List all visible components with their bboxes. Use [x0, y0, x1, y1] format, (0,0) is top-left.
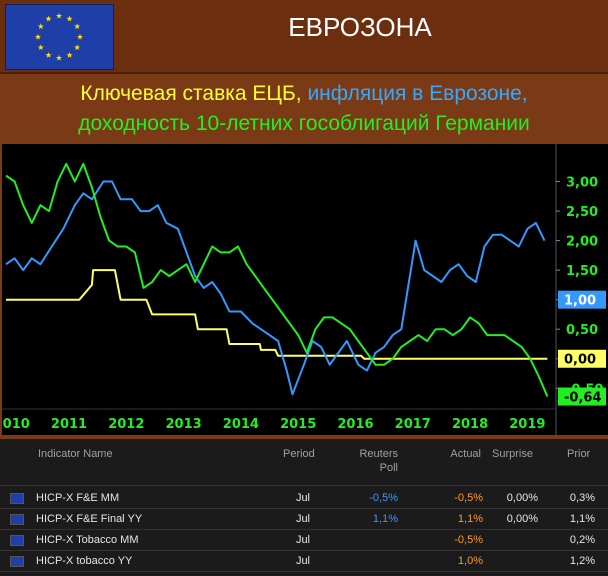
eu-star-icon — [55, 54, 63, 61]
cell-name: HICP-X tobacco YY — [36, 555, 133, 567]
series-line-bund — [5, 162, 549, 397]
series-line-inflation — [5, 180, 546, 396]
cell-prior: 1,1% — [569, 513, 595, 525]
table-row[interactable]: HICP-X F&E MM Jul -0,5% -0,5% 0,00% 0,3% — [0, 488, 608, 509]
cell-poll: -0,5% — [369, 492, 398, 504]
cell-period: Jul — [295, 513, 310, 525]
region-title: ЕВРОЗОНА — [288, 12, 432, 42]
header-reuters-poll: Reuters Poll — [354, 447, 398, 475]
eu-star-icon — [37, 44, 44, 51]
title-bund: доходность 10-летних гособлигаций Герман… — [78, 112, 530, 135]
eu-stars — [34, 12, 84, 61]
eu-flag-icon — [10, 556, 24, 567]
header-indicator-name: Indicator Name — [38, 448, 113, 460]
eu-star-icon — [34, 33, 42, 40]
cell-period: Jul — [295, 492, 310, 504]
eu-star-icon — [74, 44, 81, 51]
x-tick-label: 2015 — [280, 417, 316, 432]
row-divider — [0, 529, 608, 530]
last-value-badge-inflation — [558, 290, 606, 309]
x-tick-label: 2010 — [2, 417, 30, 432]
row-divider — [0, 571, 608, 572]
row-divider — [0, 508, 608, 509]
title-ecb: Ключевая ставка ЕЦБ, — [80, 82, 302, 105]
y-tick-label: 3,00 — [566, 176, 598, 191]
x-tick-label: 2014 — [223, 417, 259, 432]
cell-actual: 1,0% — [457, 555, 483, 567]
eu-star-icon — [66, 51, 73, 58]
eu-star-icon — [66, 15, 73, 22]
header-period: Period — [283, 448, 315, 460]
chart-area: 3,002,502,001,501,000,500,00-0,502010201… — [0, 144, 608, 435]
table-row[interactable]: HICP-X F&E Final YY Jul 1,1% 1,1% 0,00% 1,1% — [0, 509, 608, 530]
last-value-label-inflation: 1,00 — [564, 294, 596, 309]
header-actual: Actual — [450, 448, 481, 460]
table-divider — [0, 485, 608, 486]
header-poll-line2: Poll — [379, 462, 398, 474]
series-line-ecb — [6, 269, 548, 360]
y-tick-label: 2,50 — [566, 205, 598, 220]
x-tick-label: 2017 — [395, 417, 431, 432]
cell-actual: 1,1% — [457, 513, 483, 525]
x-tick-label: 2019 — [509, 417, 545, 432]
y-tick-label: 2,00 — [566, 235, 598, 250]
eu-flag-icon — [10, 514, 24, 525]
cell-poll: 1,1% — [372, 513, 398, 525]
title-line-1: Ключевая ставка ЕЦБ, инфляция в Еврозоне… — [0, 82, 608, 106]
row-divider — [0, 550, 608, 551]
eu-star-icon — [45, 15, 52, 22]
x-tick-label: 2018 — [452, 417, 488, 432]
header-surprise: Surprise — [492, 448, 533, 460]
eu-star-icon — [45, 51, 52, 58]
cell-prior: 0,2% — [569, 534, 595, 546]
eu-flag-icon — [10, 493, 24, 504]
table-row[interactable]: HICP-X tobacco YY Jul 1,0% 1,2% — [0, 551, 608, 572]
cell-surprise: 0,00% — [506, 513, 538, 525]
x-tick-label: 2016 — [337, 417, 373, 432]
eu-star-icon — [37, 23, 44, 30]
indicator-table: Indicator Name Period Reuters Poll Actua… — [0, 436, 608, 576]
title-inflation: инфляция в Еврозоне, — [307, 82, 528, 105]
header-poll-line1: Reuters — [359, 448, 398, 460]
cell-prior: 1,2% — [569, 555, 595, 567]
cell-actual: -0,5% — [454, 534, 483, 546]
eu-star-icon — [76, 33, 84, 40]
eu-star-icon — [55, 12, 63, 19]
eu-flag-icon — [5, 4, 114, 70]
last-value-badge-ecb — [558, 349, 606, 368]
x-tick-label: 2012 — [108, 417, 144, 432]
table-row[interactable]: HICP-X Tobacco MM Jul -0,5% 0,2% — [0, 530, 608, 551]
line-chart: 3,002,502,001,501,000,500,00-0,502010201… — [0, 144, 606, 435]
header-prior: Prior — [567, 448, 591, 460]
eu-star-icon — [74, 23, 81, 30]
cell-period: Jul — [295, 555, 310, 567]
x-tick-label: 2011 — [51, 417, 87, 432]
x-tick-label: 2013 — [166, 417, 202, 432]
last-value-label-ecb: 0,00 — [564, 353, 596, 368]
cell-actual: -0,5% — [454, 492, 483, 504]
cell-surprise: 0,00% — [506, 492, 538, 504]
cell-prior: 0,3% — [569, 492, 595, 504]
eu-flag-icon — [10, 535, 24, 546]
header-bar: ЕВРОЗОНА — [0, 0, 608, 74]
chart-title: Ключевая ставка ЕЦБ, инфляция в Еврозоне… — [0, 76, 608, 142]
cell-name: HICP-X Tobacco MM — [36, 534, 139, 546]
y-tick-label: 0,50 — [566, 323, 598, 338]
y-tick-label: 1,50 — [566, 264, 598, 279]
cell-period: Jul — [295, 534, 310, 546]
cell-name: HICP-X F&E Final YY — [36, 513, 143, 525]
last-value-badge-bund — [558, 387, 606, 406]
cell-name: HICP-X F&E MM — [36, 492, 120, 504]
last-value-label-bund: -0,64 — [564, 391, 601, 406]
